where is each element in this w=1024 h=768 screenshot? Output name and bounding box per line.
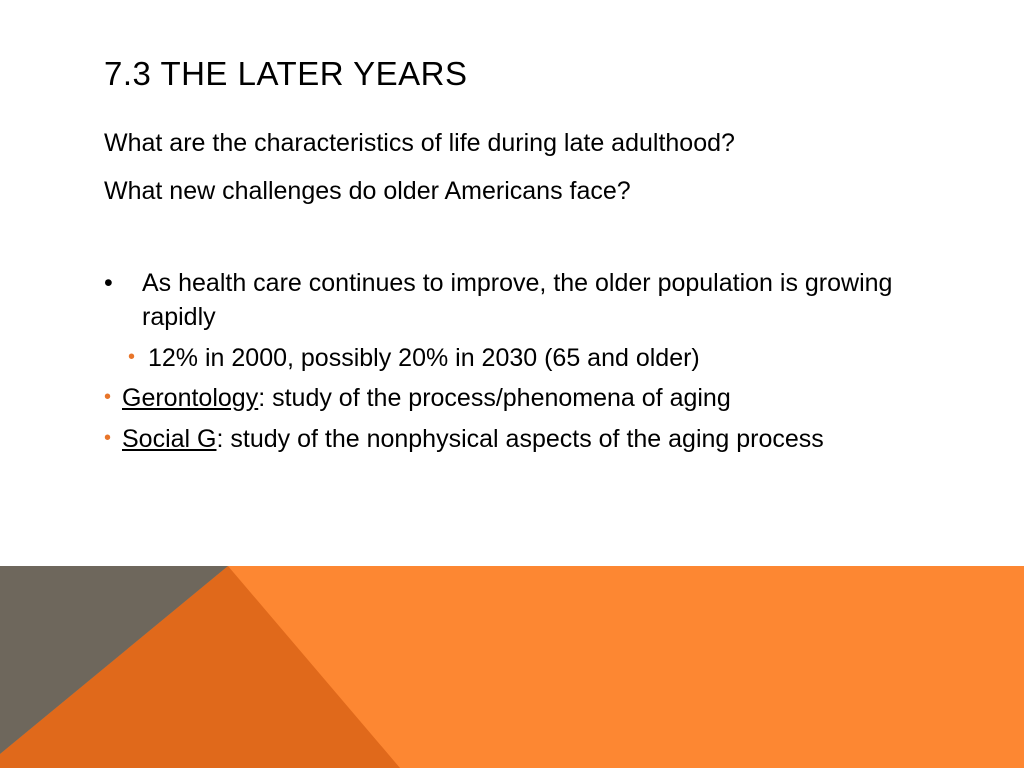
term-gerontology: Gerontology xyxy=(122,384,259,412)
bullet-health-care: • As health care continues to improve, t… xyxy=(104,266,944,334)
bullet-social-g: • Social G: study of the nonphysical asp… xyxy=(104,423,944,455)
term-social-g: Social G xyxy=(122,425,217,453)
bullet-statistic: • 12% in 2000, possibly 20% in 2030 (65 … xyxy=(104,342,944,374)
bullet-marker: • xyxy=(104,427,112,449)
decorative-footer-shapes xyxy=(0,566,1024,768)
bullet-marker: • xyxy=(104,269,113,297)
question-characteristics: What are the characteristics of life dur… xyxy=(104,129,735,157)
bullet-marker: • xyxy=(104,386,112,408)
footer-gray-triangle xyxy=(0,566,228,754)
bullet-statistic-text: 12% in 2000, possibly 20% in 2030 (65 an… xyxy=(148,344,700,372)
footer-dark-orange-triangle xyxy=(0,566,400,768)
definition-gerontology: : study of the process/phenomena of agin… xyxy=(258,384,731,412)
definition-social-g: : study of the nonphysical aspects of th… xyxy=(216,425,824,453)
bullet-health-care-text: As health care continues to improve, the… xyxy=(142,269,893,331)
slide-title: 7.3 THE LATER YEARS xyxy=(104,55,468,92)
spacer xyxy=(104,224,944,266)
bullet-gerontology: • Gerontology: study of the process/phen… xyxy=(104,382,944,414)
question-challenges: What new challenges do older Americans f… xyxy=(104,177,631,205)
slide-content: What are the characteristics of life dur… xyxy=(104,128,944,464)
bullet-marker: • xyxy=(128,346,136,368)
